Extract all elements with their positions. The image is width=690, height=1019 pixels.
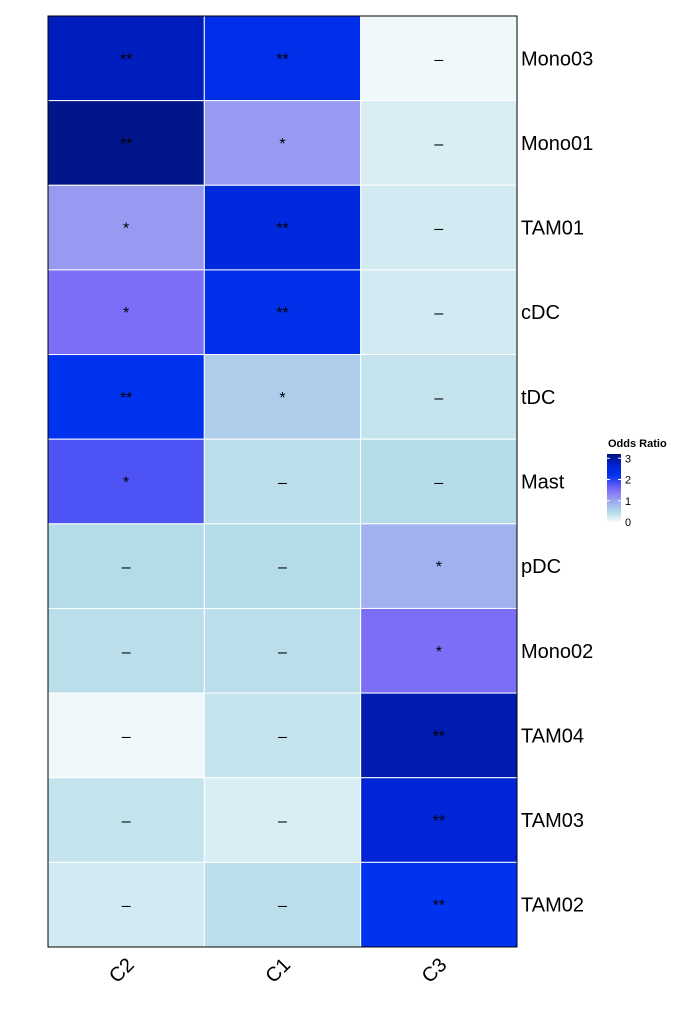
cell-significance-mark: – — [278, 559, 287, 576]
row-label: TAM04 — [521, 725, 584, 747]
heatmap-cell — [203, 777, 362, 863]
heatmap-cell — [203, 607, 362, 694]
cell-significance-mark: – — [278, 475, 287, 492]
plot-frame — [47, 15, 518, 948]
cell-significance-mark: – — [122, 728, 131, 745]
heatmap-cell — [47, 269, 205, 356]
cell-significance-mark: – — [434, 305, 443, 322]
cell-significance-mark: * — [123, 305, 129, 322]
cell-significance-mark: – — [278, 728, 287, 745]
legend-ticks: 0 1 2 3 — [607, 453, 631, 529]
cell-significance-mark: * — [279, 390, 285, 407]
heatmap-cell — [360, 269, 518, 356]
cell-significance-mark: – — [278, 898, 287, 915]
heatmap-cell — [360, 692, 518, 779]
heatmap-cell — [360, 354, 518, 440]
heatmap-cell — [47, 607, 205, 694]
row-labels: Mono03 Mono01 TAM01 cDC tDC Mast pDC Mono02 TAM0… — [521, 48, 593, 916]
cell-significance-mark: – — [122, 898, 131, 915]
significance-marks: ** ** –** * –* ** –* ** –** * –* – –– – *– – *– – **– – **– –… — [120, 51, 445, 914]
cell-significance-mark: * — [123, 475, 129, 492]
legend-tick-label: 1 — [625, 496, 631, 508]
cell-significance-mark: * — [279, 136, 285, 153]
row-label: Mono01 — [521, 133, 593, 155]
cell-significance-mark: – — [122, 644, 131, 661]
cell-significance-mark: – — [122, 813, 131, 830]
heatmap-cell — [203, 184, 362, 271]
cell-significance-mark: ** — [433, 813, 445, 830]
cell-significance-mark: * — [436, 644, 442, 661]
cell-significance-mark: – — [434, 221, 443, 238]
heatmap-cell — [47, 100, 205, 186]
column-labels: C2 C1 C3 — [105, 954, 451, 988]
cell-significance-mark: ** — [120, 390, 132, 407]
heatmap-cell — [203, 523, 362, 609]
row-label: TAM03 — [521, 810, 584, 832]
cell-significance-mark: ** — [433, 898, 445, 915]
cell-significance-mark: – — [122, 559, 131, 576]
legend-colorbar — [607, 454, 621, 522]
row-label: tDC — [521, 387, 555, 409]
column-label: C2 — [105, 954, 139, 988]
column-label: C1 — [261, 954, 295, 988]
heatmap-cell — [47, 354, 205, 440]
heatmap-cell — [47, 777, 205, 863]
cell-significance-mark: ** — [276, 221, 288, 238]
heatmap-cell — [47, 523, 205, 609]
heatmap-cell — [203, 438, 362, 525]
row-label: TAM02 — [521, 895, 584, 917]
cell-significance-mark: ** — [120, 136, 132, 153]
heatmap-cell — [203, 100, 362, 186]
row-label: TAM01 — [521, 218, 584, 240]
cell-significance-mark: ** — [120, 51, 132, 68]
heatmap-cell — [360, 523, 518, 609]
row-label: cDC — [521, 302, 560, 324]
heatmap-cell — [47, 692, 205, 779]
cell-significance-mark: – — [434, 475, 443, 492]
row-label: Mono03 — [521, 48, 593, 70]
cell-significance-mark: ** — [276, 51, 288, 68]
heatmap-cell — [360, 438, 518, 525]
legend-tick-label: 3 — [625, 453, 631, 465]
cell-significance-mark: * — [123, 221, 129, 238]
legend-title: Odds Ratio — [608, 438, 667, 450]
heatmap-cell — [47, 15, 205, 102]
cell-significance-mark: ** — [276, 305, 288, 322]
cell-significance-mark: – — [434, 136, 443, 153]
heatmap-cell — [47, 861, 205, 948]
cell-significance-mark: – — [278, 644, 287, 661]
legend-tick-label: 2 — [625, 475, 631, 487]
heatmap-cell — [360, 100, 518, 186]
row-label: pDC — [521, 556, 561, 578]
column-label: C3 — [418, 954, 452, 988]
legend-tick-label: 0 — [625, 517, 631, 529]
heatmap-cells — [47, 15, 518, 948]
legend: Odds Ratio 0 1 2 3 — [607, 438, 667, 529]
row-label: Mast — [521, 472, 565, 494]
cell-significance-mark: – — [434, 51, 443, 68]
heatmap-cell — [203, 354, 362, 440]
cell-significance-mark: * — [436, 559, 442, 576]
cell-significance-mark: ** — [433, 728, 445, 745]
cell-significance-mark: – — [434, 390, 443, 407]
row-label: Mono02 — [521, 641, 593, 663]
heatmap-cell — [203, 15, 362, 102]
cell-significance-mark: – — [278, 813, 287, 830]
